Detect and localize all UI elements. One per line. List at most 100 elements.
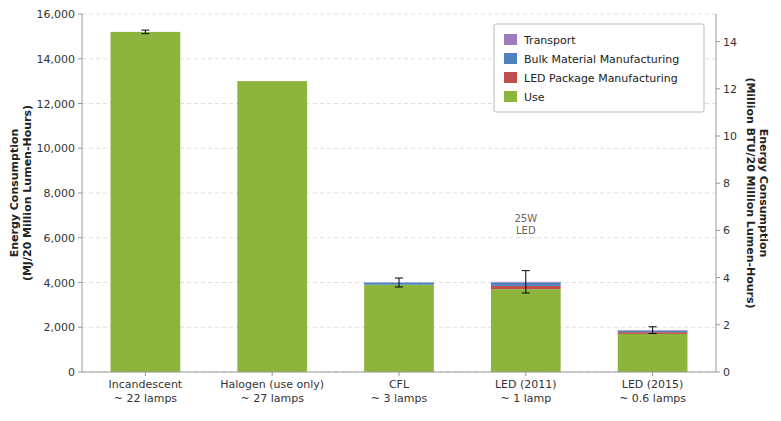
y-tick-label: 16,000: [37, 8, 76, 21]
error-cap: [141, 30, 149, 31]
text-line: LED: [516, 225, 536, 236]
error-line: [399, 278, 400, 287]
x-tick: [399, 372, 400, 376]
text-line: (MJ/20 Million Lumen-Hours): [21, 105, 34, 281]
x-tick: [272, 372, 273, 376]
y-tick-label: 14,000: [37, 53, 76, 66]
bar-segment: [237, 81, 307, 82]
text-line: LED (2011): [495, 378, 557, 391]
text-line: ~ 0.6 lamps: [619, 392, 686, 405]
error-cap: [649, 326, 657, 327]
y-tick-label: 2,000: [44, 321, 76, 334]
y2-tick: [716, 183, 720, 184]
x-tick: [145, 372, 146, 376]
y2-tick: [716, 277, 720, 278]
legend-box: [494, 24, 704, 112]
y-tick: [78, 148, 82, 149]
legend-swatch: [504, 34, 517, 45]
bar-segment: [237, 81, 307, 82]
bar-segment: [491, 289, 561, 372]
bar-segment: [237, 81, 307, 82]
text-line: ~ 3 lamps: [371, 392, 428, 405]
grid-line: [82, 14, 716, 15]
y2-tick: [716, 88, 720, 89]
y2-tick: [716, 41, 720, 42]
y-tick-label: 0: [68, 366, 75, 379]
y2-tick-label: 8: [723, 177, 730, 190]
text-line: ~ 22 lamps: [114, 392, 178, 405]
x-tick-label: Halogen (use only)~ 27 lamps: [220, 378, 324, 405]
bars: [111, 30, 688, 372]
y-axis-label: Energy Consumption(MJ/20 Million Lumen-H…: [8, 105, 34, 281]
y2-tick: [716, 136, 720, 137]
error-cap: [141, 33, 149, 34]
text-line: (Million BTU/20 Million Lumen-Hours): [744, 77, 757, 308]
error-cap: [395, 278, 403, 279]
bar-segment: [364, 285, 434, 372]
legend-label: Use: [524, 91, 545, 104]
legend-swatch: [504, 53, 517, 64]
y2-tick-label: 10: [723, 130, 737, 143]
text-line: Energy Consumption: [8, 129, 21, 258]
error-cap: [522, 270, 530, 271]
y-tick-label: 4,000: [44, 277, 76, 290]
y2-tick-label: 2: [723, 319, 730, 332]
y2-tick-label: 6: [723, 224, 730, 237]
text-line: CFL: [389, 378, 410, 391]
y2-tick: [716, 324, 720, 325]
y2-tick-label: 14: [723, 36, 737, 49]
x-tick-label: LED (2015)~ 0.6 lamps: [619, 378, 686, 405]
error-bar: [141, 30, 149, 34]
legend: Transport Bulk Material Manufacturing LED …: [494, 24, 704, 112]
legend-swatch: [504, 72, 517, 83]
y-tick-label: 10,000: [37, 142, 76, 155]
text-line: 25W: [514, 213, 537, 224]
y2-tick-label: 0: [723, 366, 730, 379]
y2-tick: [716, 230, 720, 231]
legend-label: LED Package Manufacturing: [524, 72, 678, 85]
legend-swatch: [504, 91, 517, 102]
chart: 0 2,000 4,000 6,000 8,000 10,000 12,000 14,000 1…: [0, 0, 781, 421]
bar-segment: [237, 81, 307, 372]
y2-tick: [716, 372, 720, 373]
bar-segment: [618, 334, 688, 372]
y-tick: [78, 14, 82, 15]
error-bar: [395, 278, 403, 287]
bar-segment: [111, 32, 181, 372]
error-bar: [522, 271, 530, 293]
error-line: [652, 327, 653, 334]
text-line: ~ 1 lamp: [500, 392, 551, 405]
y-tick: [78, 193, 82, 194]
y-tick: [78, 372, 82, 373]
annotation: 25WLED: [514, 213, 537, 236]
text-line: Incandescent: [109, 378, 183, 391]
text-line: ~ 27 lamps: [240, 392, 304, 405]
x-tick-label: Incandescent~ 22 lamps: [109, 378, 183, 405]
y-tick: [78, 58, 82, 59]
y-tick-label: 12,000: [37, 98, 76, 111]
legend-label: Transport: [523, 34, 576, 47]
error-line: [525, 271, 526, 293]
x-tick: [525, 372, 526, 376]
legend-label: Bulk Material Manufacturing: [524, 53, 679, 66]
text-line: Energy Consumption: [757, 129, 770, 258]
error-bar: [649, 327, 657, 334]
text-line: Halogen (use only): [220, 378, 324, 391]
error-cap: [649, 333, 657, 334]
y-tick: [78, 282, 82, 283]
y-tick: [78, 103, 82, 104]
y-tick: [78, 237, 82, 238]
y2-axis-label: Energy Consumption(Million BTU/20 Millio…: [744, 77, 770, 308]
error-cap: [395, 286, 403, 287]
y2-tick-label: 12: [723, 83, 737, 96]
x-tick-label: LED (2011)~ 1 lamp: [495, 378, 557, 405]
y-tick: [78, 327, 82, 328]
x-tick-label: CFL~ 3 lamps: [371, 378, 428, 405]
grid: [82, 14, 716, 372]
x-tick: [652, 372, 653, 376]
y2-tick-label: 4: [723, 272, 730, 285]
y-tick-label: 6,000: [44, 232, 76, 245]
y-tick-label: 8,000: [44, 187, 76, 200]
text-line: LED (2015): [622, 378, 684, 391]
error-line: [145, 30, 146, 34]
